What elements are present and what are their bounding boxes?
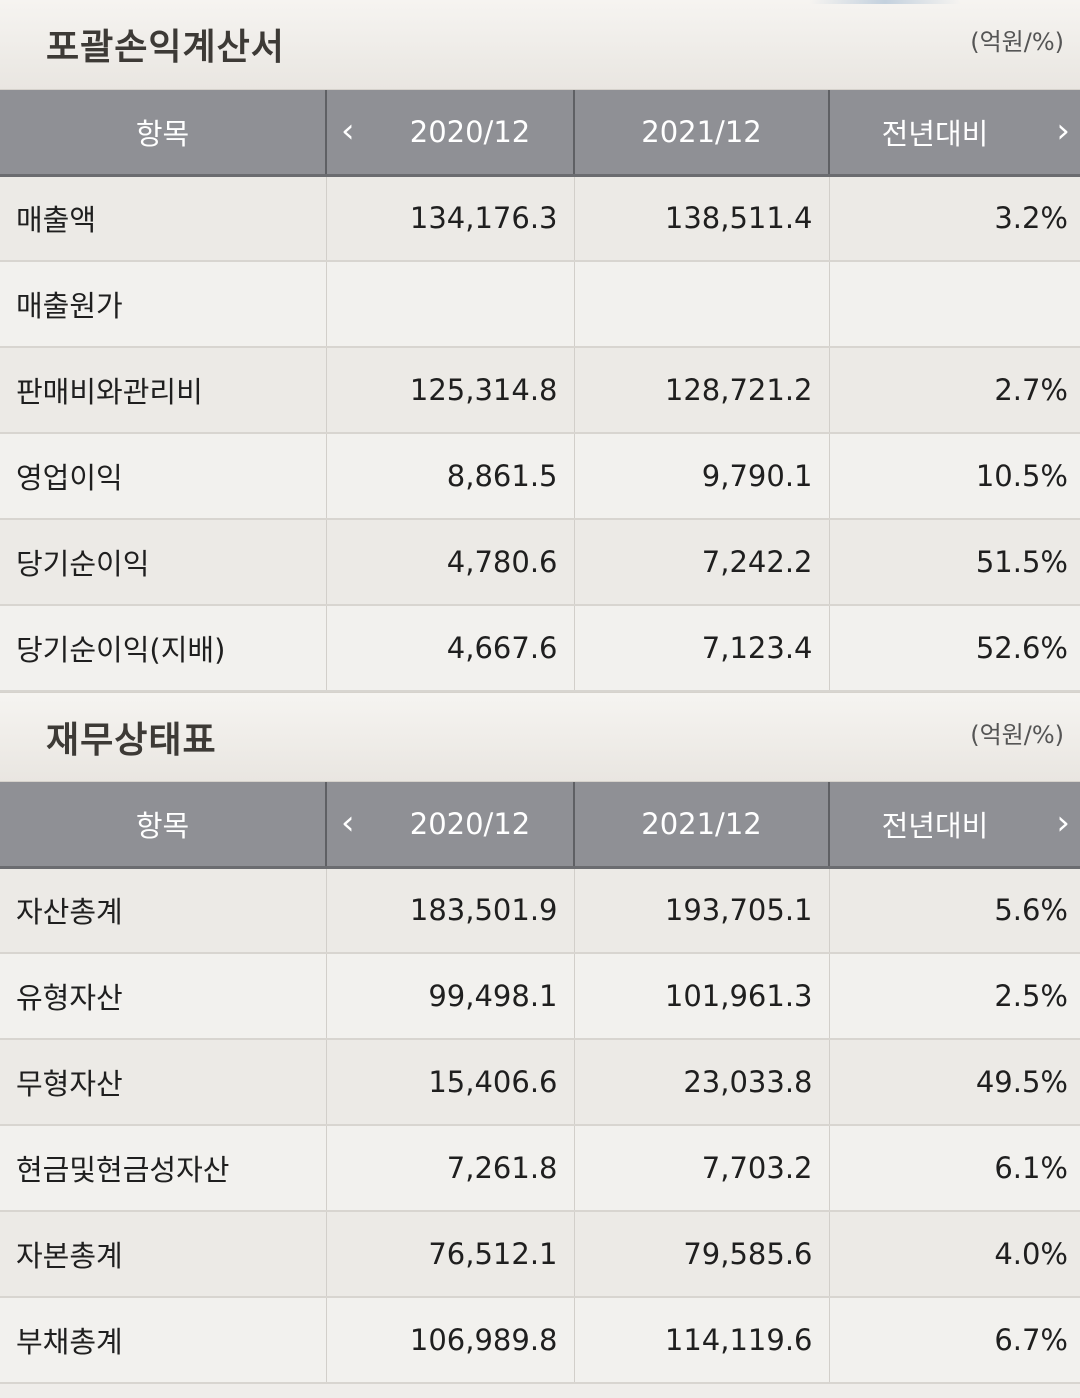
table-row: 현금및현금성자산 7,261.8 7,703.2 6.1%: [0, 1125, 1080, 1212]
table-row: 유형자산 99,498.1 101,961.3 2.5%: [0, 953, 1080, 1040]
header-yoy: 전년대비 ›: [829, 90, 1080, 177]
unit-label: (억원/%): [970, 28, 1064, 56]
row-name: 무형자산: [0, 1039, 327, 1126]
table-header-row: 항목 ‹ 2020/12 2021/12 전년대비 ›: [0, 782, 1080, 869]
income-statement-table: 항목 ‹ 2020/12 2021/12 전년대비 › 매출액 134,176.3…: [0, 90, 1080, 692]
table-header-row: 항목 ‹ 2020/12 2021/12 전년대비 ›: [0, 90, 1080, 177]
unit-label: (억원/%): [970, 721, 1064, 749]
row-value-period1: [326, 261, 575, 348]
row-value-period2: [574, 261, 830, 348]
row-value-yoy: [829, 261, 1080, 348]
row-name: 매출액: [0, 175, 327, 262]
row-value-yoy: 49.5%: [829, 1039, 1080, 1126]
table-row: 자본총계 76,512.1 79,585.6 4.0%: [0, 1211, 1080, 1298]
row-value-period1: 106,989.8: [326, 1297, 575, 1384]
table-row: 당기순이익(지배) 4,667.6 7,123.4 52.6%: [0, 605, 1080, 692]
balance-sheet-table: 항목 ‹ 2020/12 2021/12 전년대비 › 자산총계 183,501.…: [0, 782, 1080, 1384]
row-name: 자본총계: [0, 1211, 327, 1298]
row-value-period2: 138,511.4: [574, 175, 830, 262]
table-row: 부채총계 106,989.8 114,119.6 6.7%: [0, 1297, 1080, 1384]
row-name: 자산총계: [0, 867, 327, 954]
chevron-right-icon[interactable]: ›: [1056, 110, 1070, 151]
row-value-yoy: 3.2%: [829, 175, 1080, 262]
header-period1: ‹ 2020/12: [326, 90, 575, 177]
table-row: 영업이익 8,861.5 9,790.1 10.5%: [0, 433, 1080, 520]
table-row: 매출액 134,176.3 138,511.4 3.2%: [0, 175, 1080, 262]
row-value-yoy: 5.6%: [829, 867, 1080, 954]
row-value-period1: 15,406.6: [326, 1039, 575, 1126]
table-row: 판매비와관리비 125,314.8 128,721.2 2.7%: [0, 347, 1080, 434]
header-period2: 2021/12: [574, 782, 830, 869]
row-value-yoy: 4.0%: [829, 1211, 1080, 1298]
row-name: 유형자산: [0, 953, 327, 1040]
row-value-period1: 134,176.3: [326, 175, 575, 262]
row-value-yoy: 6.1%: [829, 1125, 1080, 1212]
header-period1: ‹ 2020/12: [326, 782, 575, 869]
row-value-yoy: 10.5%: [829, 433, 1080, 520]
header-item: 항목: [0, 782, 327, 869]
section-title: 재무상태표: [46, 720, 217, 761]
row-value-period1: 99,498.1: [326, 953, 575, 1040]
header-yoy: 전년대비 ›: [829, 782, 1080, 869]
row-value-period1: 183,501.9: [326, 867, 575, 954]
row-value-period2: 9,790.1: [574, 433, 830, 520]
balance-sheet-header: 재무상태표 (억원/%): [0, 692, 1080, 782]
row-name: 판매비와관리비: [0, 347, 327, 434]
row-value-period2: 7,242.2: [574, 519, 830, 606]
chevron-right-icon[interactable]: ›: [1056, 802, 1070, 843]
income-statement-header: 포괄손익계산서 (억원/%): [0, 0, 1080, 90]
header-period2: 2021/12: [574, 90, 830, 177]
row-value-yoy: 2.5%: [829, 953, 1080, 1040]
table-row: 무형자산 15,406.6 23,033.8 49.5%: [0, 1039, 1080, 1126]
row-value-period1: 76,512.1: [326, 1211, 575, 1298]
table-row: 당기순이익 4,780.6 7,242.2 51.5%: [0, 519, 1080, 606]
chevron-left-icon[interactable]: ‹: [341, 802, 355, 843]
row-name: 부채총계: [0, 1297, 327, 1384]
row-name: 당기순이익: [0, 519, 327, 606]
row-value-period1: 8,861.5: [326, 433, 575, 520]
row-value-period1: 4,667.6: [326, 605, 575, 692]
row-value-period2: 128,721.2: [574, 347, 830, 434]
section-title: 포괄손익계산서: [46, 27, 285, 68]
row-value-period2: 193,705.1: [574, 867, 830, 954]
row-name: 매출원가: [0, 261, 327, 348]
table-row: 자산총계 183,501.9 193,705.1 5.6%: [0, 867, 1080, 954]
row-value-period2: 7,123.4: [574, 605, 830, 692]
row-value-period2: 79,585.6: [574, 1211, 830, 1298]
row-name: 영업이익: [0, 433, 327, 520]
row-value-period1: 125,314.8: [326, 347, 575, 434]
row-value-yoy: 6.7%: [829, 1297, 1080, 1384]
row-value-yoy: 51.5%: [829, 519, 1080, 606]
row-value-period1: 7,261.8: [326, 1125, 575, 1212]
chevron-left-icon[interactable]: ‹: [341, 110, 355, 151]
row-value-period2: 23,033.8: [574, 1039, 830, 1126]
decorative-shadow: [810, 0, 960, 4]
row-name: 현금및현금성자산: [0, 1125, 327, 1212]
row-value-period2: 114,119.6: [574, 1297, 830, 1384]
table-row: 매출원가: [0, 261, 1080, 348]
row-value-period2: 101,961.3: [574, 953, 830, 1040]
row-value-yoy: 2.7%: [829, 347, 1080, 434]
header-item: 항목: [0, 90, 327, 177]
row-value-yoy: 52.6%: [829, 605, 1080, 692]
row-name: 당기순이익(지배): [0, 605, 327, 692]
row-value-period1: 4,780.6: [326, 519, 575, 606]
row-value-period2: 7,703.2: [574, 1125, 830, 1212]
